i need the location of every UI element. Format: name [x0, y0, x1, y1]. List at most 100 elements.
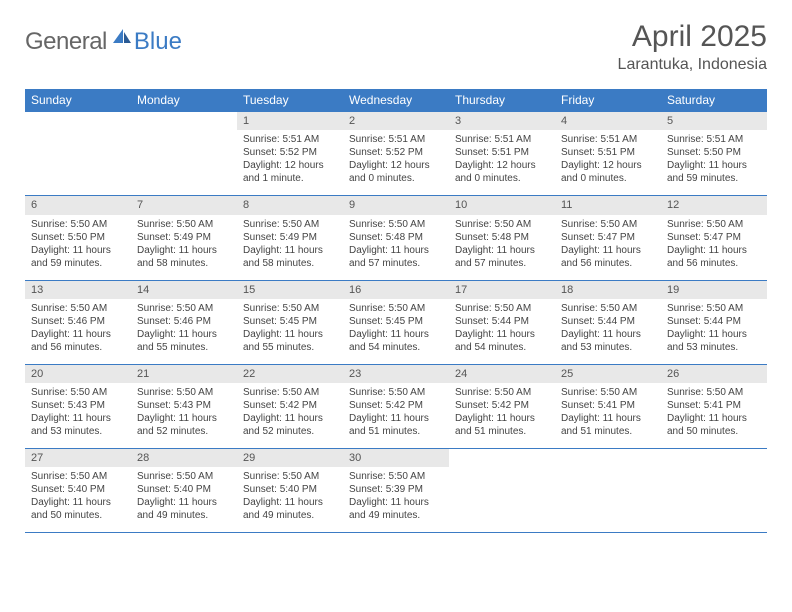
- day-number: 10: [449, 196, 555, 215]
- day-number: 6: [25, 196, 131, 215]
- daylight-text: Daylight: 11 hours and 52 minutes.: [137, 412, 231, 438]
- day-header: Monday: [131, 89, 237, 112]
- day-cell: Sunrise: 5:50 AMSunset: 5:42 PMDaylight:…: [449, 383, 555, 449]
- daylight-text: Daylight: 11 hours and 53 minutes.: [561, 328, 655, 354]
- sunrise-text: Sunrise: 5:51 AM: [667, 133, 761, 146]
- sunrise-text: Sunrise: 5:50 AM: [31, 218, 125, 231]
- day-content-row: Sunrise: 5:50 AMSunset: 5:43 PMDaylight:…: [25, 383, 767, 449]
- day-cell: Sunrise: 5:50 AMSunset: 5:48 PMDaylight:…: [343, 215, 449, 281]
- day-cell: Sunrise: 5:50 AMSunset: 5:45 PMDaylight:…: [343, 299, 449, 365]
- header: General Blue April 2025 Larantuka, Indon…: [25, 20, 767, 74]
- daylight-text: Daylight: 11 hours and 56 minutes.: [31, 328, 125, 354]
- sunset-text: Sunset: 5:50 PM: [31, 231, 125, 244]
- day-content-row: Sunrise: 5:50 AMSunset: 5:40 PMDaylight:…: [25, 467, 767, 533]
- sunrise-text: Sunrise: 5:51 AM: [561, 133, 655, 146]
- day-number: 25: [555, 364, 661, 383]
- day-cell: Sunrise: 5:50 AMSunset: 5:42 PMDaylight:…: [237, 383, 343, 449]
- sunrise-text: Sunrise: 5:50 AM: [455, 302, 549, 315]
- day-number: 3: [449, 112, 555, 131]
- sunrise-text: Sunrise: 5:51 AM: [243, 133, 337, 146]
- day-number: 14: [131, 280, 237, 299]
- day-number: 17: [449, 280, 555, 299]
- day-number: 13: [25, 280, 131, 299]
- daylight-text: Daylight: 11 hours and 49 minutes.: [243, 496, 337, 522]
- sunset-text: Sunset: 5:43 PM: [31, 399, 125, 412]
- sunset-text: Sunset: 5:41 PM: [667, 399, 761, 412]
- day-number: 15: [237, 280, 343, 299]
- sunset-text: Sunset: 5:51 PM: [455, 146, 549, 159]
- daylight-text: Daylight: 11 hours and 55 minutes.: [243, 328, 337, 354]
- sunset-text: Sunset: 5:44 PM: [667, 315, 761, 328]
- day-cell: Sunrise: 5:51 AMSunset: 5:52 PMDaylight:…: [343, 130, 449, 196]
- sunset-text: Sunset: 5:45 PM: [349, 315, 443, 328]
- day-cell: Sunrise: 5:51 AMSunset: 5:52 PMDaylight:…: [237, 130, 343, 196]
- daylight-text: Daylight: 11 hours and 58 minutes.: [137, 244, 231, 270]
- day-number: [25, 112, 131, 131]
- day-cell: Sunrise: 5:50 AMSunset: 5:44 PMDaylight:…: [661, 299, 767, 365]
- sunset-text: Sunset: 5:42 PM: [349, 399, 443, 412]
- sunrise-text: Sunrise: 5:50 AM: [561, 218, 655, 231]
- sunset-text: Sunset: 5:42 PM: [243, 399, 337, 412]
- daylight-text: Daylight: 11 hours and 52 minutes.: [243, 412, 337, 438]
- day-number: 23: [343, 364, 449, 383]
- sunset-text: Sunset: 5:49 PM: [137, 231, 231, 244]
- sunrise-text: Sunrise: 5:50 AM: [455, 386, 549, 399]
- sunrise-text: Sunrise: 5:50 AM: [561, 302, 655, 315]
- sunset-text: Sunset: 5:41 PM: [561, 399, 655, 412]
- day-number: [555, 449, 661, 468]
- day-cell: [25, 130, 131, 196]
- daylight-text: Daylight: 11 hours and 56 minutes.: [667, 244, 761, 270]
- daylight-text: Daylight: 11 hours and 54 minutes.: [349, 328, 443, 354]
- title-block: April 2025 Larantuka, Indonesia: [618, 20, 767, 74]
- sunset-text: Sunset: 5:52 PM: [349, 146, 443, 159]
- day-cell: Sunrise: 5:51 AMSunset: 5:50 PMDaylight:…: [661, 130, 767, 196]
- logo: General Blue: [25, 28, 182, 56]
- daylight-text: Daylight: 11 hours and 51 minutes.: [349, 412, 443, 438]
- day-cell: Sunrise: 5:50 AMSunset: 5:43 PMDaylight:…: [25, 383, 131, 449]
- day-number: 30: [343, 449, 449, 468]
- day-header: Sunday: [25, 89, 131, 112]
- sunrise-text: Sunrise: 5:50 AM: [349, 386, 443, 399]
- daylight-text: Daylight: 12 hours and 1 minute.: [243, 159, 337, 185]
- day-number: 11: [555, 196, 661, 215]
- sunset-text: Sunset: 5:40 PM: [243, 483, 337, 496]
- sunrise-text: Sunrise: 5:50 AM: [455, 218, 549, 231]
- day-number: 19: [661, 280, 767, 299]
- sunset-text: Sunset: 5:47 PM: [561, 231, 655, 244]
- day-number: 22: [237, 364, 343, 383]
- sunset-text: Sunset: 5:52 PM: [243, 146, 337, 159]
- sunset-text: Sunset: 5:44 PM: [455, 315, 549, 328]
- sunrise-text: Sunrise: 5:50 AM: [243, 218, 337, 231]
- day-cell: Sunrise: 5:50 AMSunset: 5:40 PMDaylight:…: [131, 467, 237, 533]
- day-number: 1: [237, 112, 343, 131]
- day-number: 8: [237, 196, 343, 215]
- daylight-text: Daylight: 11 hours and 50 minutes.: [31, 496, 125, 522]
- day-number-row: 12345: [25, 112, 767, 131]
- day-content-row: Sunrise: 5:50 AMSunset: 5:50 PMDaylight:…: [25, 215, 767, 281]
- sunrise-text: Sunrise: 5:50 AM: [31, 386, 125, 399]
- day-cell: Sunrise: 5:50 AMSunset: 5:44 PMDaylight:…: [449, 299, 555, 365]
- daylight-text: Daylight: 11 hours and 49 minutes.: [349, 496, 443, 522]
- daylight-text: Daylight: 11 hours and 53 minutes.: [667, 328, 761, 354]
- sunset-text: Sunset: 5:46 PM: [31, 315, 125, 328]
- day-number: 29: [237, 449, 343, 468]
- sunrise-text: Sunrise: 5:50 AM: [243, 386, 337, 399]
- sunset-text: Sunset: 5:49 PM: [243, 231, 337, 244]
- day-content-row: Sunrise: 5:50 AMSunset: 5:46 PMDaylight:…: [25, 299, 767, 365]
- daylight-text: Daylight: 11 hours and 57 minutes.: [349, 244, 443, 270]
- day-cell: Sunrise: 5:50 AMSunset: 5:42 PMDaylight:…: [343, 383, 449, 449]
- day-number: 16: [343, 280, 449, 299]
- sunrise-text: Sunrise: 5:51 AM: [349, 133, 443, 146]
- day-cell: Sunrise: 5:50 AMSunset: 5:46 PMDaylight:…: [131, 299, 237, 365]
- day-number: 27: [25, 449, 131, 468]
- day-number: 21: [131, 364, 237, 383]
- page-title: April 2025: [618, 20, 767, 54]
- sunset-text: Sunset: 5:40 PM: [137, 483, 231, 496]
- sunrise-text: Sunrise: 5:50 AM: [667, 302, 761, 315]
- sunrise-text: Sunrise: 5:50 AM: [243, 302, 337, 315]
- day-cell: [131, 130, 237, 196]
- daylight-text: Daylight: 11 hours and 55 minutes.: [137, 328, 231, 354]
- day-cell: Sunrise: 5:50 AMSunset: 5:40 PMDaylight:…: [25, 467, 131, 533]
- sunrise-text: Sunrise: 5:50 AM: [31, 470, 125, 483]
- daylight-text: Daylight: 11 hours and 49 minutes.: [137, 496, 231, 522]
